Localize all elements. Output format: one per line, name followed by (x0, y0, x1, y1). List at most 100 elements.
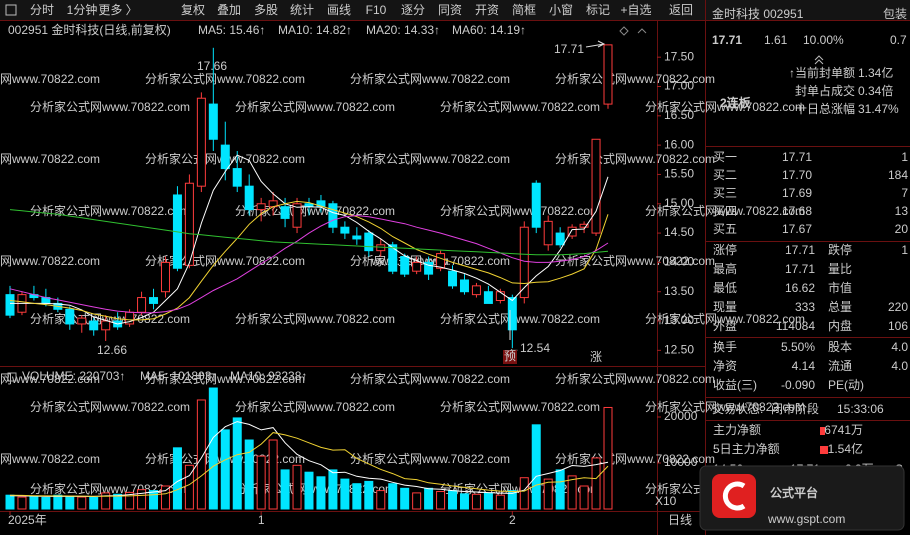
volume-bar (53, 494, 63, 510)
change-pct: 10.00% (803, 33, 844, 47)
toolbar-button[interactable]: 复权 (181, 3, 205, 17)
y-tick-label: 15.50 (664, 167, 694, 181)
toolbar-button[interactable]: F10 (366, 3, 387, 17)
bid-label: 买二 (713, 168, 737, 182)
stat-value: 17.71 (785, 262, 815, 276)
watermark: 分析家公式网www.70822.com (350, 371, 510, 386)
toolbar-button[interactable]: 简框 (512, 3, 536, 17)
chart-title: 002951 金时科技(日线,前复权) (8, 22, 171, 37)
toolbar-button[interactable]: 标记 (586, 3, 610, 17)
toolbar-button[interactable]: 开资 (475, 3, 499, 17)
stat-label: 换手 (713, 340, 737, 354)
y-tick-label: 14.00 (664, 255, 694, 269)
volume-bar (77, 496, 87, 510)
candle-body (436, 253, 446, 269)
logo-url: www.gspt.com (767, 512, 845, 526)
toolbar-button[interactable]: 更多 〉 (98, 3, 137, 17)
candle-body (244, 185, 254, 211)
annotation: 预 (504, 349, 516, 363)
candle-body (328, 203, 338, 228)
toolbar-button[interactable]: +自选 (620, 3, 651, 17)
candle-body (459, 279, 469, 293)
axis-unit: X10 (655, 494, 677, 508)
stat-value: 106 (888, 319, 908, 333)
watermark: 分析家公式网www.70822.com (30, 203, 190, 218)
candle-body (65, 308, 75, 325)
toolbar-button[interactable]: 小窗 (549, 3, 573, 17)
candle-body (316, 200, 326, 208)
y-tick-label: 17.50 (664, 49, 694, 63)
toolbar-button[interactable]: 叠加 (217, 3, 241, 17)
bid-volume: 7 (901, 186, 908, 200)
toolbar-button[interactable]: 统计 (290, 3, 314, 17)
annotation: 17.71 (554, 42, 584, 56)
volume-bar (208, 387, 218, 510)
candle-body (388, 244, 398, 272)
candle-body (531, 182, 541, 228)
logo-icon (712, 474, 756, 518)
y-tick-label: 17.00 (664, 79, 694, 93)
flow-label: 主力净额 (713, 423, 761, 437)
price: 17.71 (712, 33, 742, 47)
info-value: 0.34倍 (858, 83, 893, 98)
stat-value: 114084 (776, 319, 815, 333)
candle-body (364, 232, 374, 252)
bid-label: 买五 (713, 222, 737, 236)
stat-value: 220 (888, 300, 908, 314)
toolbar-button[interactable]: 返回 (669, 3, 693, 17)
stat-label: 收益(三) (713, 378, 757, 392)
watermark: 分析家公式网www.70822.com (350, 71, 510, 86)
candle-body (5, 294, 15, 316)
y-tick-label: 13.50 (664, 284, 694, 298)
volume-bar (184, 464, 194, 510)
legend-entry: MA10: 93238↑ (230, 369, 307, 383)
logo-name: 公式平台 (770, 485, 818, 500)
volume-bar (507, 490, 517, 510)
bid-label: 买四 (713, 204, 737, 218)
stat-value: 4.14 (792, 359, 816, 373)
candle-body (400, 256, 410, 275)
volume-bar (412, 492, 422, 510)
annotation: 12.66 (97, 343, 127, 357)
candle-body (424, 261, 434, 275)
watermark: 分析家公式网www.70822.com (645, 203, 805, 218)
tab[interactable]: 包装 (883, 7, 907, 21)
volume-bar (160, 485, 170, 510)
candle-body (137, 297, 147, 313)
bid-price: 17.67 (782, 222, 812, 236)
candle-body (196, 97, 206, 187)
toolbar-button[interactable]: 1分钟 (67, 2, 98, 17)
volume-bar (555, 469, 565, 510)
x-tick-label: 2025年 (8, 513, 47, 527)
y-tick-label: 13.00 (664, 313, 694, 327)
candle-body (579, 223, 589, 228)
menu-icon[interactable] (5, 4, 17, 16)
bid-volume: 20 (895, 222, 909, 236)
candle-body (352, 235, 362, 240)
stat-value: 5.50% (781, 340, 815, 354)
change: 1.61 (764, 33, 788, 47)
stat-label: 流通 (828, 359, 852, 373)
y-tick-label: 15.00 (664, 196, 694, 210)
watermark: 分析家公式网www.70822.com (30, 399, 190, 414)
stat-value: 1 (901, 243, 908, 257)
watermark: 分析家公式网www.70822.com (555, 253, 715, 268)
bid-price: 17.70 (782, 168, 812, 182)
toolbar-button[interactable]: 逐分 (401, 3, 425, 17)
toolbar-button[interactable]: 同资 (438, 3, 462, 17)
watermark: 分析家公式网www.70822.com (645, 311, 805, 326)
watermark: 分析家公式网www.70822.com (440, 311, 600, 326)
volume-bar (304, 471, 314, 510)
candle-body (160, 261, 170, 293)
candle-body (101, 320, 111, 331)
stat-label: 外盘 (713, 318, 737, 333)
toolbar-button[interactable]: 分时 (30, 3, 54, 17)
ma-line (10, 154, 609, 325)
volume-bar (579, 485, 589, 510)
toolbar-button[interactable]: 画线 (327, 3, 351, 17)
candle-body (77, 317, 87, 325)
toolbar-button[interactable]: 多股 (254, 3, 278, 17)
watermark: 分析家公式网www.70822.com (645, 399, 805, 414)
